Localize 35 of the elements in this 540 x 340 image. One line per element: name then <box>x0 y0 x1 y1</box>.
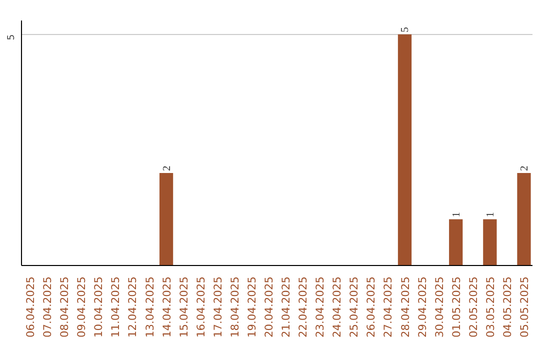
x-tick-label: 02.05.2025 <box>466 276 480 338</box>
x-tick-label: 03.05.2025 <box>484 276 497 338</box>
x-tick-label: 17.04.2025 <box>211 276 224 338</box>
x-tick-label: 06.04.2025 <box>24 276 38 338</box>
x-tick-label: 05.05.2025 <box>518 276 531 338</box>
x-tick-label: 29.04.2025 <box>416 276 429 338</box>
x-tick-label: 01.05.2025 <box>450 276 463 338</box>
x-tick-label: 12.04.2025 <box>126 276 140 338</box>
x-tick-label: 09.04.2025 <box>75 276 88 338</box>
x-tick-label: 24.04.2025 <box>330 276 344 338</box>
x-tick-label: 15.04.2025 <box>177 276 190 338</box>
x-tick-label: 10.04.2025 <box>92 276 106 338</box>
x-tick-label: 08.04.2025 <box>58 276 72 338</box>
x-tick-label: 04.05.2025 <box>500 276 514 338</box>
x-tick-label: 16.04.2025 <box>194 276 208 338</box>
x-tick-label: 23.04.2025 <box>314 276 327 338</box>
x-tick-label: 11.04.2025 <box>109 276 122 338</box>
x-tick-label: 28.04.2025 <box>398 276 412 338</box>
x-tick-label: 14.04.2025 <box>160 276 174 338</box>
x-tick-label: 07.04.2025 <box>41 276 54 338</box>
x-tick-label: 18.04.2025 <box>228 276 242 338</box>
data-label: 5 <box>400 27 412 32</box>
data-label: 1 <box>485 212 496 218</box>
x-tick-label: 30.04.2025 <box>432 276 446 338</box>
data-label: 2 <box>162 166 173 172</box>
x-tick-label: 25.04.2025 <box>348 276 361 338</box>
x-tick-label: 27.04.2025 <box>382 276 395 338</box>
x-tick-label: 20.04.2025 <box>262 276 276 338</box>
data-label: 2 <box>519 166 530 172</box>
data-label: 1 <box>451 212 462 218</box>
x-tick-label: 19.04.2025 <box>245 276 258 338</box>
x-tick-label: 26.04.2025 <box>364 276 378 338</box>
x-tick-label: 21.04.2025 <box>280 276 293 338</box>
x-tick-label: 22.04.2025 <box>296 276 310 338</box>
x-tick-label: 13.04.2025 <box>143 276 156 338</box>
